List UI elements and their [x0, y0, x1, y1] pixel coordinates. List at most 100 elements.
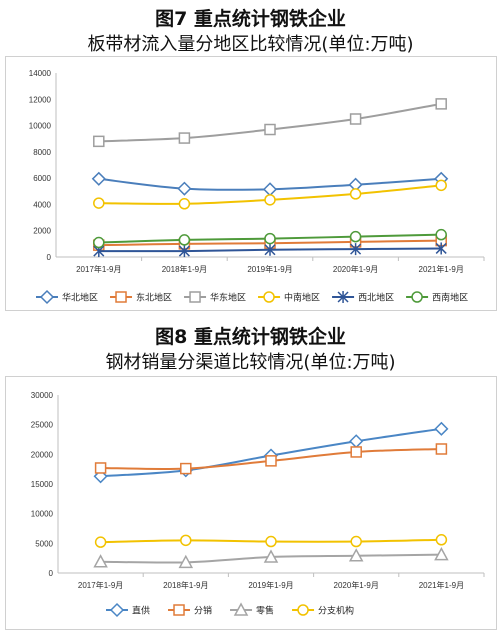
x-tick-label: 2021年1-9月	[419, 580, 464, 590]
data-point	[348, 548, 364, 562]
data-point	[94, 536, 107, 548]
data-point	[263, 549, 279, 563]
series-1	[94, 443, 448, 475]
data-point	[265, 535, 277, 548]
data-point	[93, 197, 105, 209]
x-tick-label: 2020年1-9月	[334, 580, 379, 590]
legend-label: 西南地区	[432, 292, 468, 303]
series-0	[91, 171, 449, 197]
data-point	[435, 179, 447, 192]
y-tick-label: 20000	[31, 450, 54, 459]
y-tick-label: 4000	[33, 200, 51, 209]
data-point	[93, 554, 108, 568]
series-3	[94, 534, 448, 548]
series-5	[93, 228, 447, 249]
data-point	[264, 123, 276, 136]
data-point	[265, 455, 277, 467]
data-point	[349, 434, 364, 449]
data-point	[262, 182, 278, 197]
legend-marker	[189, 291, 201, 303]
y-tick-label: 2000	[33, 227, 51, 236]
data-point	[349, 230, 362, 243]
y-tick-label: 10000	[31, 510, 54, 519]
data-point	[178, 234, 191, 246]
data-point	[349, 113, 362, 125]
y-tick-label: 15000	[31, 480, 54, 489]
x-tick-label: 2017年1-9月	[76, 264, 121, 274]
data-point	[435, 228, 447, 241]
chart1-subtitle: 板带材流入量分地区比较情况(单位:万吨)	[87, 34, 414, 55]
data-point	[434, 547, 449, 561]
series-2	[93, 98, 447, 148]
data-point	[178, 245, 190, 258]
data-point	[178, 554, 194, 569]
data-point	[180, 534, 192, 547]
legend-label: 分销	[194, 605, 212, 616]
legend-label: 零售	[256, 605, 274, 616]
y-tick-label: 10000	[29, 122, 52, 131]
chart2-plot: 0 5000 10000 15000 20000 25000 30000 2017年1-9月 2…	[31, 391, 485, 618]
chart1-frame: 0 2000 4000 6000 8000 10000 12000 14000 2017年1-9…	[5, 56, 497, 311]
y-tick-label: 6000	[33, 174, 51, 183]
data-point	[435, 98, 447, 110]
chart1-plot: 0 2000 4000 6000 8000 10000 12000 14000 2017年1-9…	[29, 69, 485, 305]
legend-marker	[115, 291, 127, 303]
chart1-legend: 华北地区 东北地区 华东地区 中南地区 西北地区 西南地区	[36, 289, 468, 305]
data-point	[91, 171, 106, 186]
chart2-subtitle: 钢材销量分渠道比较情况(单位:万吨)	[105, 352, 396, 373]
legend-marker	[233, 602, 249, 616]
data-point	[264, 232, 276, 245]
chart1-title: 图7 重点统计钢铁企业	[155, 8, 346, 30]
x-tick-label: 2019年1-9月	[248, 580, 293, 590]
series-4	[93, 242, 447, 258]
legend-label: 华北地区	[62, 292, 98, 303]
data-point	[94, 462, 107, 474]
x-tick-label: 2020年1-9月	[333, 264, 378, 274]
legend-marker	[297, 604, 309, 616]
data-point	[350, 535, 362, 548]
data-point	[435, 242, 447, 255]
data-point	[93, 135, 105, 148]
x-tick-label: 2017年1-9月	[78, 580, 123, 590]
data-point	[177, 181, 192, 196]
y-tick-label: 25000	[31, 421, 54, 430]
legend-marker	[337, 291, 349, 303]
data-point	[93, 236, 105, 249]
chart2-title: 图8 重点统计钢铁企业	[155, 326, 346, 348]
y-tick-label: 30000	[31, 391, 54, 400]
legend-marker	[173, 604, 185, 616]
legend-marker	[109, 602, 125, 618]
data-point	[350, 243, 362, 256]
data-point	[264, 194, 276, 206]
x-tick-label: 2018年1-9月	[163, 580, 208, 590]
legend-marker	[263, 291, 275, 303]
legend-label: 西北地区	[358, 292, 394, 303]
y-tick-label: 14000	[29, 69, 52, 78]
y-tick-label: 12000	[29, 95, 52, 104]
data-point	[178, 198, 191, 210]
legend-label: 华东地区	[210, 292, 246, 303]
data-point	[435, 443, 448, 455]
series-2	[93, 547, 449, 569]
data-point	[180, 462, 192, 475]
data-point	[349, 188, 362, 200]
legend-label: 分支机构	[318, 605, 354, 616]
data-point	[434, 421, 449, 436]
y-tick-label: 0	[47, 253, 52, 262]
series-line	[98, 102, 442, 143]
x-tick-label: 2021年1-9月	[419, 264, 464, 274]
y-tick-label: 5000	[35, 539, 53, 548]
chart2-legend: 直供 分销 零售 分支机构	[106, 602, 354, 618]
chart2-frame: 0 5000 10000 15000 20000 25000 30000 2017年1-9月 2…	[5, 376, 497, 630]
x-tick-label: 2019年1-9月	[247, 264, 292, 274]
legend-marker	[411, 291, 423, 303]
x-tick-label: 2018年1-9月	[162, 264, 207, 274]
series-3	[93, 179, 447, 210]
data-point	[350, 446, 362, 458]
data-point	[264, 243, 276, 256]
data-point	[435, 534, 448, 546]
legend-marker	[39, 289, 55, 305]
data-point	[178, 132, 191, 144]
legend-label: 直供	[132, 605, 150, 616]
y-tick-label: 0	[49, 569, 54, 578]
